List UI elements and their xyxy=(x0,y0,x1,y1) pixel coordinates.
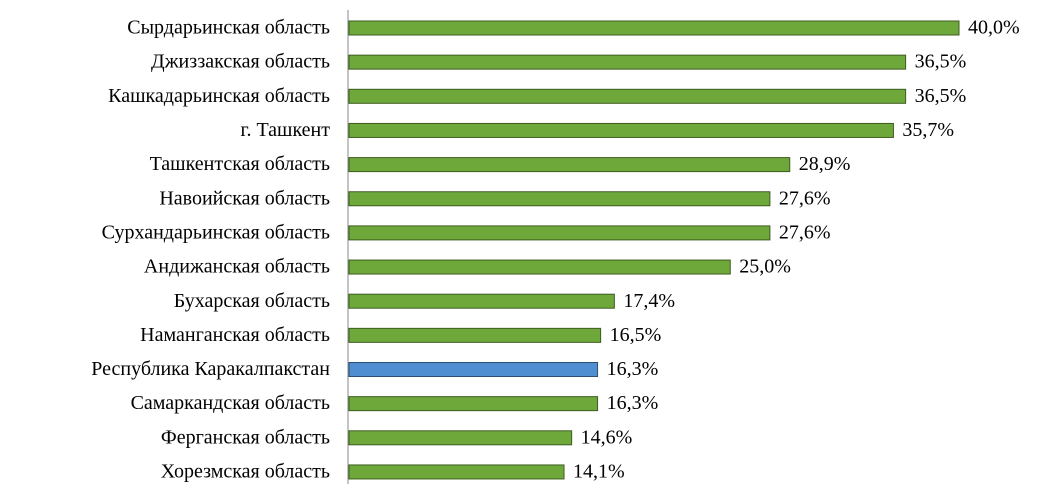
value-label: 28,9% xyxy=(799,153,851,175)
value-label: 16,3% xyxy=(607,358,659,380)
value-label: 25,0% xyxy=(739,256,791,278)
value-label: 14,6% xyxy=(581,426,633,448)
category-label: Ферганская область xyxy=(161,426,330,448)
bar xyxy=(348,396,599,412)
bar xyxy=(348,293,615,309)
category-label: Навоийская область xyxy=(159,187,330,209)
value-label: 14,1% xyxy=(573,461,625,483)
value-label: 17,4% xyxy=(623,290,675,312)
value-label: 35,7% xyxy=(902,119,954,141)
bar xyxy=(348,430,573,446)
bar xyxy=(348,88,907,104)
category-label: Андижанская область xyxy=(144,256,330,278)
bar xyxy=(348,464,565,480)
category-label: Сырдарьинская область xyxy=(127,17,330,39)
bar xyxy=(348,54,907,70)
bar xyxy=(348,362,599,377)
category-label: Кашкадарьинская область xyxy=(108,85,330,107)
category-label: г. Ташкент xyxy=(241,119,331,141)
bar xyxy=(348,191,771,207)
value-label: 16,5% xyxy=(610,324,662,346)
category-label: Сурхандарьинская область xyxy=(102,221,330,243)
category-label: Ташкентская область xyxy=(150,153,330,175)
value-label: 16,3% xyxy=(607,392,659,414)
bar xyxy=(348,20,960,36)
bar xyxy=(348,259,731,275)
category-label: Хорезмская область xyxy=(161,461,330,483)
value-label: 27,6% xyxy=(779,221,831,243)
bar xyxy=(348,327,602,343)
category-label: Самаркандская область xyxy=(131,392,330,414)
bar xyxy=(348,225,771,241)
value-label: 27,6% xyxy=(779,187,831,209)
bar xyxy=(348,122,894,138)
bar xyxy=(348,157,791,173)
value-label: 36,5% xyxy=(915,51,967,73)
category-label: Наманганская область xyxy=(140,324,330,346)
value-label: 40,0% xyxy=(968,17,1020,39)
value-label: 36,5% xyxy=(915,85,967,107)
category-label: Джиззакская область xyxy=(151,51,330,73)
category-label: Республика Каракалпакстан xyxy=(91,358,330,380)
category-label: Бухарская область xyxy=(174,290,330,312)
